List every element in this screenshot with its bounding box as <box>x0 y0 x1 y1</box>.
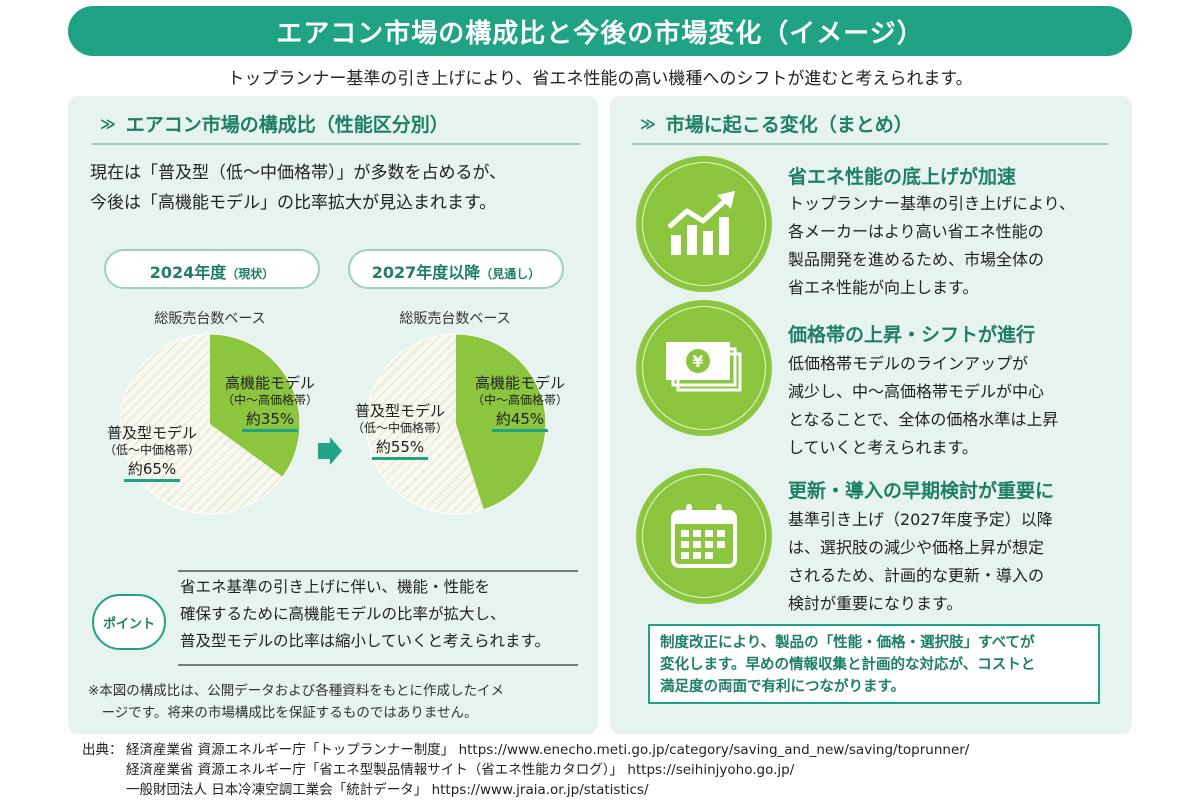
double-chevron-icon: ≫ <box>640 114 656 133</box>
base-label-2027: 総販売台数ベース <box>399 311 511 327</box>
changes-heading-text: 市場に起こる変化（まとめ） <box>665 114 913 136</box>
item-body: トップランナー基準の引き上げにより、 各メーカーはより高い省エネ性能の 製品開発… <box>788 190 1118 302</box>
composition-heading: ≫ エアコン市場の構成比（性能区分別） <box>100 110 449 137</box>
year-2027-label: 2027年度以降 <box>371 263 481 282</box>
pie-slice-value: 約65% <box>123 460 181 482</box>
note-line-1: ※本図の構成比は、公開データおよび各種資料をもとに作成したイメ <box>88 683 505 699</box>
summary-box: 制度改正により、製品の「性能・価格・選択肢」すべてが 変化します。早めの情報収集… <box>648 624 1100 704</box>
point-line-2: 確保するために高機能モデルの比率が拡大し、 <box>180 605 506 623</box>
pie-slice-sub: （低〜中価格帯） <box>351 420 448 435</box>
summary-line-3: 満足度の両面で有利につながります。 <box>660 679 906 695</box>
source-line: 一般財団法人 日本冷凍空調工業会「統計データ」 https://www.jrai… <box>126 782 649 798</box>
year-2027-pill: 2027年度以降 （見通し） <box>348 249 564 289</box>
pie-label-high-function: 高機能モデル （中〜高価格帯） 約35% <box>210 374 330 432</box>
pie-label-standard: 普及型モデル （低〜中価格帯） 約55% <box>340 402 460 460</box>
item-line: は、選択肢の減少や価格上昇が想定 <box>788 538 1045 557</box>
item-line: 検討が重要になります。 <box>788 594 963 613</box>
growth-chart-icon <box>667 191 735 255</box>
pie-slice-sub: （中〜高価格帯） <box>471 392 568 407</box>
pie-label-high-function: 高機能モデル （中〜高価格帯） 約45% <box>460 374 580 432</box>
point-box: ポイント 省エネ基準の引き上げに伴い、機能・性能を 確保するために高機能モデルの… <box>88 570 578 668</box>
changes-heading: ≫ 市場に起こる変化（まとめ） <box>640 110 913 137</box>
pie-slice-value: 約35% <box>241 410 299 432</box>
section-divider <box>632 143 1108 145</box>
source-line: 経済産業省 資源エネルギー庁「省エネ型製品情報サイト（省エネ性能カタログ）」 h… <box>126 762 795 778</box>
pie-slice-name: 普及型モデル <box>354 402 445 420</box>
pie-slice-standard <box>366 334 484 514</box>
item-line: 省エネ性能が向上します。 <box>788 278 979 297</box>
page-title: エアコン市場の構成比と今後の市場変化（イメージ） <box>68 6 1132 56</box>
intro-line-1: 現在は「普及型（低〜中価格帯）」が多数を占めるが、 <box>90 163 507 183</box>
composition-intro: 現在は「普及型（低〜中価格帯）」が多数を占めるが、 今後は「高機能モデル」の比率… <box>90 158 506 218</box>
point-badge: ポイント <box>92 594 166 650</box>
pie-slice-value: 約55% <box>371 438 429 460</box>
pie-label-standard: 普及型モデル （低〜中価格帯） 約65% <box>92 424 212 482</box>
pie-slice-name: 高機能モデル <box>224 374 315 392</box>
pie-slice-name: 高機能モデル <box>474 374 565 392</box>
composition-heading-text: エアコン市場の構成比（性能区分別） <box>125 114 449 136</box>
item-icon-circle <box>636 156 772 292</box>
base-label-2024: 総販売台数ベース <box>154 311 266 327</box>
pie-slice-name: 普及型モデル <box>106 424 197 442</box>
pie-slice-value: 約45% <box>491 410 549 432</box>
year-2024-note: （現状） <box>226 267 275 281</box>
disclaimer-note: ※本図の構成比は、公開データおよび各種資料をもとに作成したイメ ージです。将来の… <box>88 680 588 724</box>
item-line: されるため、計画的な更新・導入の <box>788 566 1045 585</box>
point-text: 省エネ基準の引き上げに伴い、機能・性能を 確保するために高機能モデルの比率が拡大… <box>180 574 550 655</box>
item-heading: 省エネ性能の底上げが加速 <box>788 166 1017 188</box>
item-line: 基準引き上げ（2027年度予定）以降 <box>788 510 1053 529</box>
point-rule-top <box>178 570 578 572</box>
svg-text:¥: ¥ <box>692 352 703 371</box>
item-heading: 価格帯の上昇・シフトが進行 <box>788 324 1036 346</box>
item-line: していくと考えられます。 <box>788 438 978 457</box>
pie-chart-2027 <box>365 333 547 515</box>
item-heading: 更新・導入の早期検討が重要に <box>788 480 1055 502</box>
item-line: 各メーカーはより高い省エネ性能の <box>788 222 1044 241</box>
pie-slice-sub: （低〜中価格帯） <box>103 442 200 457</box>
yen-bills-icon: ¥ <box>666 342 742 392</box>
item-body: 低価格帯モデルのラインアップが 減少し、中〜高価格帯モデルが中心 となることで、… <box>788 350 1118 462</box>
item-icon-circle: ¥ <box>636 300 772 436</box>
double-chevron-icon: ≫ <box>100 114 116 133</box>
source-list: 出典： 経済産業省 資源エネルギー庁「トップランナー制度」 https://www… <box>82 740 969 800</box>
section-divider <box>92 143 580 145</box>
item-line: 低価格帯モデルのラインアップが <box>788 354 1029 373</box>
item-body: 基準引き上げ（2027年度予定）以降 は、選択肢の減少や価格上昇が想定 されるた… <box>788 506 1118 618</box>
pie-slice-high-function <box>210 334 300 477</box>
source-line: 経済産業省 資源エネルギー庁「トップランナー制度」 https://www.en… <box>126 742 970 758</box>
summary-line-1: 制度改正により、製品の「性能・価格・選択肢」すべてが <box>660 635 1035 651</box>
point-line-1: 省エネ基準の引き上げに伴い、機能・性能を <box>180 578 491 596</box>
intro-line-2: 今後は「高機能モデル」の比率拡大が見込まれます。 <box>90 193 497 213</box>
year-2024-pill: 2024年度 （現状） <box>104 249 320 289</box>
calendar-icon <box>671 504 737 568</box>
point-rule-bottom <box>178 664 578 666</box>
year-2024-label: 2024年度 <box>149 263 227 282</box>
source-label: 出典： <box>82 742 123 758</box>
summary-line-2: 変化します。早めの情報収集と計画的な対応が、コストと <box>660 657 1036 673</box>
pie-slice-standard <box>119 334 283 514</box>
note-line-2: ージです。将来の市場構成比を保証するものではありません。 <box>88 705 478 721</box>
right-arrow-icon <box>318 437 342 465</box>
year-2027-note: （見通し） <box>480 267 541 281</box>
item-line: となることで、全体の価格水準は上昇 <box>788 410 1059 429</box>
page-subtitle: トップランナー基準の引き上げにより、省エネ性能の高い機種へのシフトが進むと考えら… <box>227 69 973 89</box>
item-icon-circle <box>636 468 772 604</box>
pie-chart-2024 <box>119 333 301 515</box>
pie-slice-high-function <box>456 334 546 510</box>
item-line: トップランナー基準の引き上げにより、 <box>788 194 1076 213</box>
pie-slice-sub: （中〜高価格帯） <box>221 392 318 407</box>
item-line: 減少し、中〜高価格帯モデルが中心 <box>788 382 1045 401</box>
point-line-3: 普及型モデルの比率は縮小していくと考えられます。 <box>180 632 550 650</box>
item-line: 製品開発を進めるため、市場全体の <box>788 250 1045 269</box>
